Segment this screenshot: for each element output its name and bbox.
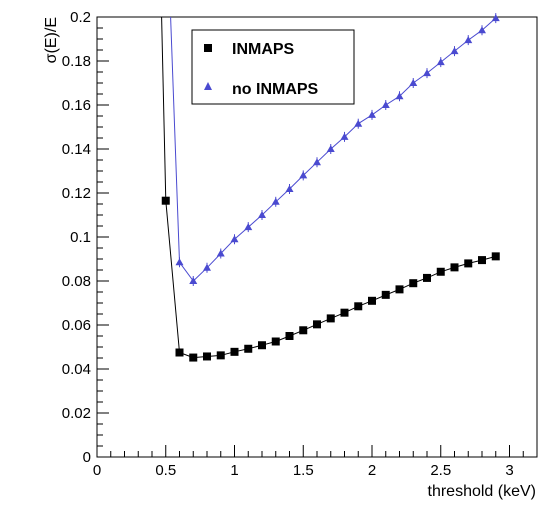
y-tick-label: 0 [83,449,91,466]
data-point-inmaps [464,259,473,268]
y-axis-title: σ(E)/E [43,17,60,63]
data-point-inmaps [175,348,184,357]
data-point-no-inmaps [299,171,308,179]
data-point-no-inmaps [175,258,184,266]
y-tick-label: 0.12 [62,185,91,202]
data-point-inmaps [189,353,198,362]
x-tick-label: 2 [368,462,376,479]
data-point-no-inmaps [189,277,198,284]
y-tick-label: 0.14 [62,141,91,158]
y-tick-label: 0.2 [70,9,91,26]
data-point-inmaps [299,326,308,335]
y-tick-label: 0.02 [62,405,91,422]
data-point-inmaps [230,347,239,356]
y-tick-label: 0.18 [62,53,91,70]
data-point-no-inmaps [395,92,404,100]
legend-label-inmaps: INMAPS [232,41,295,58]
data-point-inmaps [326,314,335,323]
y-tick-label: 0.04 [62,361,91,378]
data-point-inmaps [340,308,349,317]
legend-label-no-inmaps: no INMAPS [232,81,319,98]
data-point-inmaps [285,332,294,340]
x-tick-label: 1 [230,462,238,479]
x-tick-label: 1.5 [293,462,314,479]
data-point-no-inmaps [491,14,500,22]
data-point-inmaps [450,263,459,272]
data-point-inmaps [258,341,266,350]
data-point-no-inmaps [423,69,431,77]
legend: INMAPS no INMAPS [191,29,355,105]
data-point-inmaps [436,267,445,276]
data-point-no-inmaps [409,79,418,86]
y-tick-label: 0.06 [62,317,91,334]
data-point-inmaps [478,256,486,265]
data-point-no-inmaps [313,158,321,166]
data-point-no-inmaps [216,249,225,257]
x-axis-ticks: 0 0.5 1 1.5 2 2.5 3 [93,445,524,479]
data-point-no-inmaps [271,197,280,205]
data-point-inmaps [244,344,253,353]
data-point-inmaps [395,285,404,294]
data-point-no-inmaps [326,145,335,152]
x-tick-label: 0.5 [155,462,176,479]
x-axis-title: threshold (keV) [428,483,537,500]
series-markers [161,13,500,362]
x-tick-label: 0 [93,462,101,479]
y-tick-label: 0.1 [70,229,91,246]
data-point-no-inmaps [368,110,376,118]
data-point-inmaps [313,320,321,329]
data-point-inmaps [491,252,500,261]
data-point-inmaps [381,290,390,299]
data-point-no-inmaps [285,185,294,193]
data-point-inmaps [271,337,280,346]
data-point-no-inmaps [230,235,239,243]
data-point-no-inmaps [244,223,253,231]
y-axis-ticks: 0 0.02 0.04 0.06 0.08 0.1 0.12 0.14 0.16 0.18 0.2 [62,9,109,466]
data-point-no-inmaps [450,47,459,55]
data-point-no-inmaps [436,58,445,66]
legend-marker-inmaps [204,44,212,52]
data-point-no-inmaps [464,36,473,44]
data-point-no-inmaps [478,26,486,34]
data-point-inmaps [368,296,376,305]
data-point-inmaps [203,352,211,361]
y-tick-label: 0.16 [62,97,91,114]
data-point-no-inmaps [354,119,363,127]
x-tick-label: 3 [505,462,513,479]
data-point-inmaps [409,279,418,288]
data-point-no-inmaps [258,211,266,218]
legend-box [191,29,355,105]
data-point-no-inmaps [340,132,349,140]
legend-marker-no-inmaps [204,82,212,90]
x-tick-label: 2.5 [430,462,451,479]
data-point-inmaps [423,273,431,282]
y-tick-label: 0.08 [62,273,91,290]
data-point-no-inmaps [381,101,390,108]
data-point-inmaps [216,351,225,360]
data-point-inmaps [161,196,170,205]
data-point-no-inmaps [203,263,211,271]
data-point-inmaps [354,302,363,311]
